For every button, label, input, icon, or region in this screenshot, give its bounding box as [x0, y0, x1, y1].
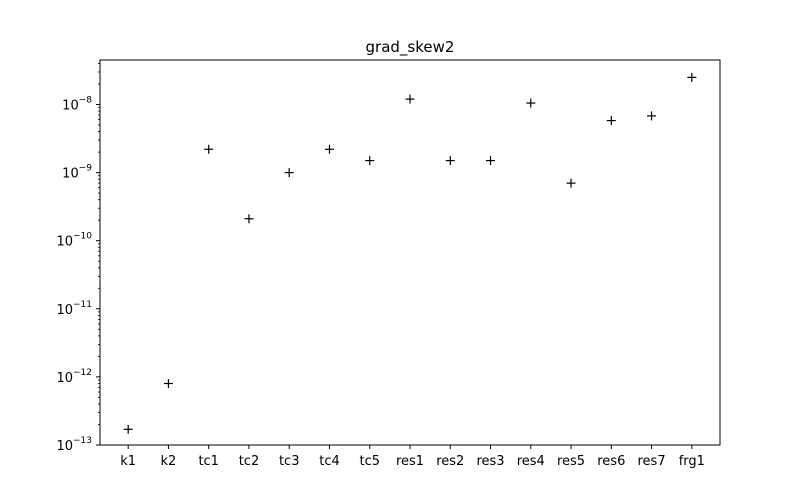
x-tick-label: tc2	[239, 454, 260, 469]
data-points	[123, 72, 697, 434]
data-point-frg1	[687, 72, 697, 82]
data-point-res6	[606, 116, 616, 126]
data-point-res1	[405, 94, 415, 104]
x-tick-label: tc4	[319, 454, 340, 469]
x-tick-label: k1	[120, 454, 136, 469]
data-point-tc2	[244, 214, 254, 224]
x-tick-label: res1	[396, 454, 424, 469]
y-tick-label: 10−11	[56, 300, 92, 318]
x-tick-label: tc1	[198, 454, 219, 469]
data-point-tc1	[204, 144, 214, 154]
data-point-tc4	[324, 144, 334, 154]
plot-frame	[99, 59, 721, 446]
x-tick-label: res7	[638, 454, 666, 469]
data-point-res3	[486, 156, 496, 166]
data-point-k2	[163, 378, 173, 388]
y-tick-label: 10−10	[56, 232, 92, 250]
x-tick-label: res3	[476, 454, 504, 469]
data-point-tc5	[365, 156, 375, 166]
x-tick-label: frg1	[679, 454, 705, 469]
chart-title: grad_skew2	[366, 38, 455, 57]
y-tick-label: 10−9	[62, 164, 92, 182]
y-tick-label: 10−13	[56, 436, 92, 454]
x-tick-label: res4	[517, 454, 545, 469]
data-point-res4	[526, 98, 536, 108]
data-point-res5	[566, 178, 576, 188]
x-tick-label: tc3	[279, 454, 300, 469]
x-tick-label: k2	[161, 454, 177, 469]
y-tick-label: 10−8	[62, 95, 92, 113]
data-point-res7	[647, 111, 657, 121]
x-axis: k1 k2 tc1 tc2 tc3 tc4 tc5 res1 res2 res3 res4 res5 r…	[120, 445, 705, 469]
x-tick-label: tc5	[359, 454, 380, 469]
x-tick-label: res2	[436, 454, 464, 469]
x-tick-label: res6	[597, 454, 625, 469]
data-point-res2	[445, 156, 455, 166]
x-tick-label: res5	[557, 454, 585, 469]
data-point-k1	[123, 424, 133, 434]
y-tick-label: 10−12	[56, 368, 92, 386]
y-axis: 10−13 10−12 10−11 10−10 10−9 10−8	[56, 95, 100, 454]
data-point-tc3	[284, 168, 294, 178]
